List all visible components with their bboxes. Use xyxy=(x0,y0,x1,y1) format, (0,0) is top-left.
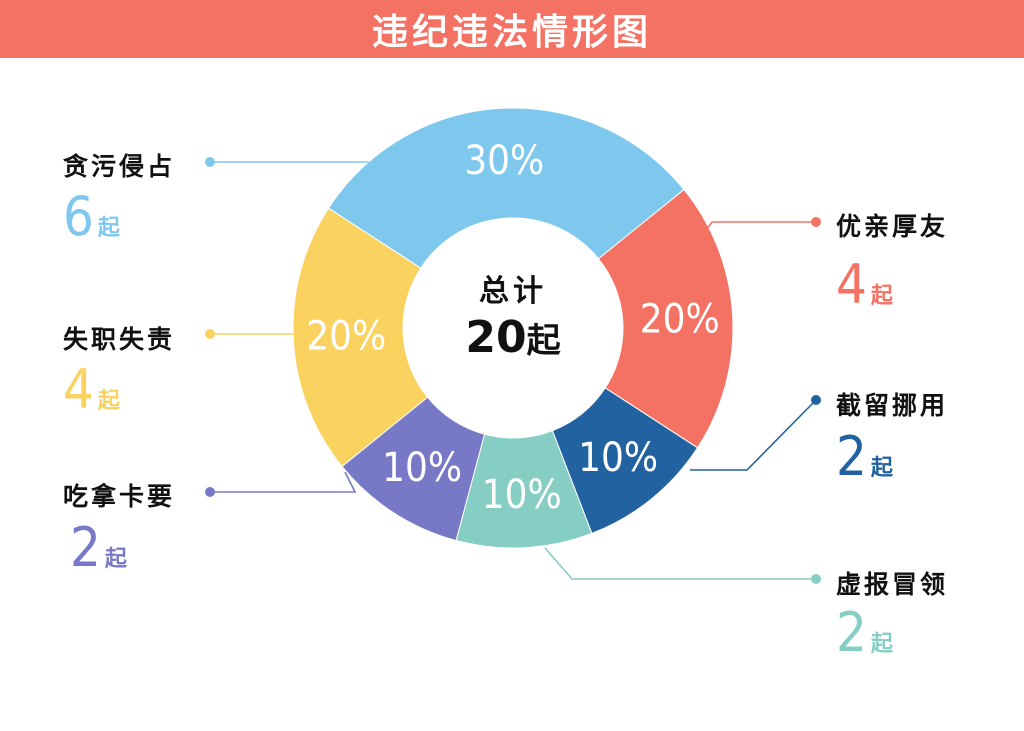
leader-dot xyxy=(205,487,215,497)
category-label: 虚报冒领 xyxy=(836,570,949,599)
slice-percent-label: 10% xyxy=(382,445,462,491)
center-total-label: 总计 xyxy=(479,274,547,309)
donut-slice xyxy=(597,188,734,449)
slice-percent-label: 30% xyxy=(464,138,544,184)
leader-dot xyxy=(205,157,215,167)
donut-slice xyxy=(292,207,429,468)
leader-dot xyxy=(205,329,215,339)
slice-percent-label: 10% xyxy=(482,472,562,518)
category-label: 失职失责 xyxy=(63,325,176,354)
category-label: 贪污侵占 xyxy=(63,152,176,181)
center-total: 总计 20起 xyxy=(413,266,613,363)
center-total-value: 20起 xyxy=(465,312,561,363)
leader-line xyxy=(690,399,817,471)
leader-line xyxy=(696,221,816,244)
category-label: 优亲厚友 xyxy=(836,212,949,241)
donut-slice xyxy=(327,107,685,269)
leader-line xyxy=(210,471,357,493)
slice-percent-label: 10% xyxy=(578,435,658,481)
leader-dot xyxy=(811,574,821,584)
category-label: 吃拿卡要 xyxy=(63,482,176,511)
chart-title: 违纪违法情形图 xyxy=(371,12,652,53)
title-banner: 违纪违法情形图 xyxy=(0,0,1024,58)
category-label: 截留挪用 xyxy=(836,391,949,420)
slice-percent-label: 20% xyxy=(306,314,386,360)
leader-line xyxy=(544,547,816,580)
slice-percent-label: 20% xyxy=(640,296,720,342)
leader-dot xyxy=(811,217,821,227)
leader-line xyxy=(210,161,396,187)
leader-dot xyxy=(811,395,821,405)
